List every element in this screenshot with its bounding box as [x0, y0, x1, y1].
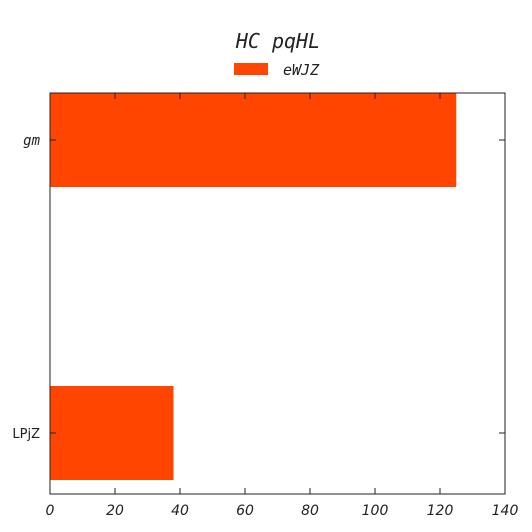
chart-title: HC pqHL [235, 29, 320, 53]
x-tick-label: 80 [301, 503, 319, 519]
y-tick-label: LPjZ [12, 427, 40, 442]
legend: eWJZ [234, 61, 320, 79]
x-tick-label: 100 [362, 503, 389, 519]
legend-label: eWJZ [283, 61, 320, 79]
bar-gm [50, 93, 457, 187]
x-tick-label: 140 [492, 503, 519, 519]
bars-layer [50, 93, 457, 480]
x-tick-label: 60 [236, 503, 254, 519]
x-tick-label: 40 [171, 503, 189, 519]
legend-swatch [234, 63, 268, 75]
ticks-layer: gm LPjZ 0 20 40 60 80 100 120 140 [12, 93, 518, 519]
y-tick-label: gm [23, 133, 40, 149]
x-tick-label: 20 [106, 503, 124, 519]
bar-lpjz [50, 386, 174, 480]
plot-frame [49, 92, 506, 495]
x-tick-label: 120 [427, 503, 454, 519]
x-tick-label: 0 [46, 503, 55, 519]
